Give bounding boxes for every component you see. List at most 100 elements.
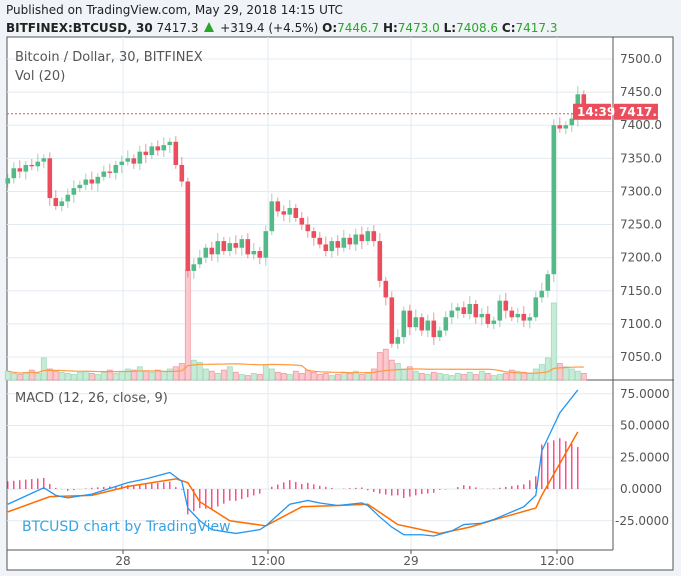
candle bbox=[341, 229, 347, 252]
price-tick-label: 7200.0 bbox=[620, 251, 662, 265]
candle-body bbox=[437, 330, 443, 338]
candle bbox=[461, 301, 467, 318]
volume-bar bbox=[130, 369, 137, 381]
volume-bar bbox=[496, 374, 503, 381]
candle bbox=[257, 247, 263, 265]
volume-bar bbox=[184, 269, 191, 381]
candle bbox=[533, 291, 539, 322]
candle-body bbox=[563, 125, 569, 129]
volume-bar bbox=[478, 370, 485, 381]
macd-tick-label: 0.0000 bbox=[620, 482, 662, 496]
candle-body bbox=[245, 239, 251, 255]
volume-bar bbox=[214, 372, 221, 381]
candle bbox=[317, 231, 323, 249]
volume-bar bbox=[178, 363, 185, 381]
candle bbox=[17, 160, 23, 179]
price-tick-label: 7500.0 bbox=[620, 52, 662, 66]
close-value: 7417.3 bbox=[515, 21, 558, 35]
volume-bar bbox=[418, 372, 425, 381]
candle bbox=[293, 204, 299, 222]
volume-bar bbox=[196, 361, 203, 381]
candle-body bbox=[83, 179, 89, 185]
volume-bar bbox=[274, 371, 281, 381]
volume-ma-line bbox=[7, 363, 584, 374]
candle-body bbox=[557, 125, 563, 129]
candle-body bbox=[395, 337, 401, 344]
candle bbox=[143, 143, 149, 163]
volume-bar bbox=[412, 370, 419, 381]
volume-bar bbox=[514, 370, 521, 381]
candle-body bbox=[179, 164, 185, 182]
time-tick-label: 29 bbox=[403, 554, 418, 568]
volume-bar bbox=[16, 374, 23, 381]
volume-bar bbox=[406, 366, 413, 381]
candle-body bbox=[569, 118, 575, 126]
volume-bar bbox=[352, 370, 359, 381]
candle-body bbox=[113, 164, 119, 173]
volume-bar bbox=[430, 371, 437, 381]
price-tick-label: 7300.0 bbox=[620, 184, 662, 198]
candle bbox=[275, 197, 281, 217]
candle-body bbox=[203, 247, 209, 258]
candle-body bbox=[443, 317, 449, 331]
candle bbox=[239, 235, 245, 256]
candle-body bbox=[185, 181, 191, 271]
candle bbox=[47, 152, 53, 207]
volume-bar bbox=[94, 374, 101, 381]
volume-bar bbox=[322, 372, 329, 381]
candle bbox=[125, 150, 131, 166]
macd-legend: MACD (12, 26, close, 9) bbox=[15, 391, 168, 406]
volume-bar bbox=[520, 371, 527, 381]
candle-body bbox=[287, 207, 293, 215]
candle bbox=[65, 188, 71, 208]
candle-body bbox=[527, 317, 533, 321]
candle bbox=[287, 200, 293, 223]
candle bbox=[251, 243, 257, 260]
price-tick-label: 7450.0 bbox=[620, 85, 662, 99]
candle bbox=[311, 227, 317, 246]
candle bbox=[131, 154, 137, 169]
candle-body bbox=[41, 158, 47, 162]
volume-bar bbox=[40, 357, 47, 381]
volume-bar bbox=[88, 372, 95, 381]
candle bbox=[335, 235, 341, 256]
candle-body bbox=[119, 161, 125, 165]
candle bbox=[305, 216, 311, 238]
volume-bar bbox=[580, 372, 587, 381]
volume-bar bbox=[154, 369, 161, 381]
volume-bar bbox=[100, 371, 107, 381]
macd-tick-label: 25.0000 bbox=[620, 450, 670, 464]
volume-bar bbox=[244, 375, 251, 381]
candle bbox=[203, 243, 209, 263]
candle bbox=[83, 173, 89, 191]
volume-bar bbox=[160, 370, 167, 381]
volume-bar bbox=[190, 359, 197, 381]
candle-body bbox=[407, 310, 413, 328]
candle bbox=[419, 313, 425, 336]
volume-bar bbox=[172, 366, 179, 381]
candle-body bbox=[149, 146, 155, 156]
volume-bar bbox=[394, 363, 401, 381]
volume-bar bbox=[208, 370, 215, 381]
volume-bar bbox=[562, 366, 569, 381]
candle bbox=[371, 225, 377, 247]
candle-body bbox=[425, 320, 431, 331]
candle bbox=[557, 117, 563, 133]
volume-bar bbox=[220, 369, 227, 381]
volume-bar bbox=[502, 372, 509, 381]
countdown-value: 14:39 bbox=[577, 105, 615, 119]
candle bbox=[185, 177, 191, 278]
volume-bar bbox=[292, 370, 299, 381]
volume-bar bbox=[238, 374, 245, 381]
symbol-summary: BITFINEX:BTCUSD, 30 7417.3 +319.4 (+4.5%… bbox=[6, 21, 558, 35]
volume-bar bbox=[124, 368, 131, 381]
candle bbox=[101, 165, 107, 181]
candle bbox=[263, 225, 269, 266]
candle-body bbox=[533, 297, 539, 318]
candle-body bbox=[497, 300, 503, 321]
candle-body bbox=[269, 201, 275, 232]
candle bbox=[479, 307, 485, 326]
candle bbox=[23, 160, 29, 180]
candle bbox=[191, 258, 197, 279]
